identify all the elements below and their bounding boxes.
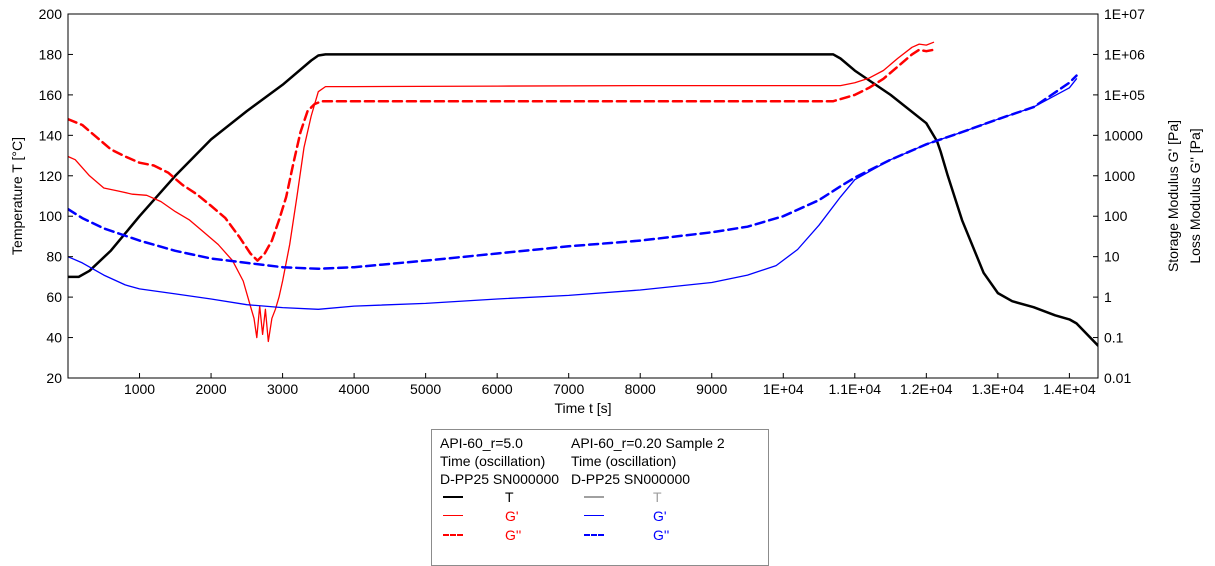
y-right-tick-label: 1000 — [1104, 168, 1135, 184]
legend-label-t-1: T — [505, 489, 514, 505]
series-layer — [68, 41, 1098, 347]
y-left-tick-label: 80 — [46, 249, 62, 265]
series-line-0 — [68, 53, 1098, 347]
y-right-tick-label: 1E+05 — [1104, 87, 1145, 103]
legend-col1-sample: API-60_r=5.0 — [440, 435, 523, 451]
series-line-5 — [68, 74, 1078, 271]
y-right-tick-label: 0.01 — [1104, 370, 1131, 386]
legend-col1-test: Time (oscillation) — [440, 453, 546, 469]
legend-row-t: T T — [432, 488, 768, 506]
y-axis-label-right-loss: Loss Modulus G'' [Pa] — [1187, 128, 1203, 263]
legend-col2-geometry: D-PP25 SN000000 — [571, 471, 691, 487]
y-left-tick-label: 160 — [39, 87, 63, 103]
x-tick-label: 3000 — [267, 381, 298, 397]
legend-col2-sample: API-60_r=0.20 Sample 2 — [571, 435, 725, 451]
legend-col1-header: API-60_r=5.0 Time (oscillation) D-PP25 S… — [440, 434, 559, 488]
y-right-tick-label: 10000 — [1104, 127, 1143, 143]
y-left-tick-label: 60 — [46, 289, 62, 305]
plot-frame — [67, 13, 1099, 379]
legend-swatch-storage-1 — [443, 515, 463, 516]
legend-swatch-loss-1 — [443, 534, 463, 536]
legend-label-storage-1: G' — [505, 508, 519, 524]
x-tick-label: 1E+04 — [763, 381, 804, 397]
x-tick-label: 8000 — [625, 381, 656, 397]
legend-label-loss-1: G'' — [505, 527, 522, 543]
x-tick-label: 4000 — [339, 381, 370, 397]
legend-swatch-storage-2 — [584, 515, 604, 516]
legend: API-60_r=5.0 Time (oscillation) D-PP25 S… — [431, 429, 769, 566]
axes-layer: 1000 2000 3000 4000 5000 6000 7000 8000 9000 1E+0… — [39, 6, 1145, 397]
chart: 1000 2000 3000 4000 5000 6000 7000 8000 9000 1E+0… — [9, 6, 1203, 416]
x-tick-label: 2000 — [195, 381, 226, 397]
legend-label-loss-2: G'' — [653, 527, 670, 543]
x-tick-label: 9000 — [696, 381, 727, 397]
x-tick-label: 1000 — [124, 381, 155, 397]
y-right-tick-label: 1E+06 — [1104, 46, 1145, 62]
legend-col2-test: Time (oscillation) — [571, 453, 677, 469]
legend-swatch-t-1 — [443, 496, 463, 498]
legend-row-storage: G' G' — [432, 507, 768, 525]
x-tick-label: 7000 — [553, 381, 584, 397]
y-left-tick-label: 40 — [46, 330, 62, 346]
y-left-tick-label: 200 — [39, 6, 63, 22]
y-left-tick-label: 120 — [39, 168, 63, 184]
y-left-tick-label: 20 — [46, 370, 62, 386]
legend-label-storage-2: G' — [653, 508, 667, 524]
y-axis-label-left: Temperature T [°C] — [9, 137, 25, 255]
legend-label-t-2: T — [653, 489, 662, 505]
y-left-tick-label: 140 — [39, 127, 63, 143]
x-tick-label: 1.1E+04 — [829, 381, 882, 397]
y-axis-label-right-storage: Storage Modulus G' [Pa] — [1165, 120, 1181, 272]
y-right-tick-label: 100 — [1104, 208, 1128, 224]
series-line-1 — [68, 41, 935, 343]
series-line-4 — [68, 78, 1078, 310]
x-tick-label: 1.3E+04 — [972, 381, 1025, 397]
y-right-tick-label: 1E+07 — [1104, 6, 1145, 22]
series-line-2 — [68, 48, 935, 262]
legend-col2-header: API-60_r=0.20 Sample 2 Time (oscillation… — [571, 434, 725, 488]
x-tick-label: 1.2E+04 — [900, 381, 953, 397]
x-tick-label: 1.4E+04 — [1043, 381, 1096, 397]
y-right-tick-label: 10 — [1104, 249, 1120, 265]
y-left-tick-label: 180 — [39, 46, 63, 62]
x-axis-label: Time t [s] — [554, 400, 611, 416]
x-tick-label: 5000 — [410, 381, 441, 397]
y-right-tick-label: 0.1 — [1104, 330, 1124, 346]
legend-swatch-t-2 — [584, 496, 604, 498]
legend-col1-geometry: D-PP25 SN000000 — [440, 471, 560, 487]
legend-row-loss: G'' G'' — [432, 526, 768, 544]
y-left-tick-label: 100 — [39, 208, 63, 224]
legend-swatch-loss-2 — [584, 534, 604, 536]
x-tick-label: 6000 — [482, 381, 513, 397]
y-right-tick-label: 1 — [1104, 289, 1112, 305]
